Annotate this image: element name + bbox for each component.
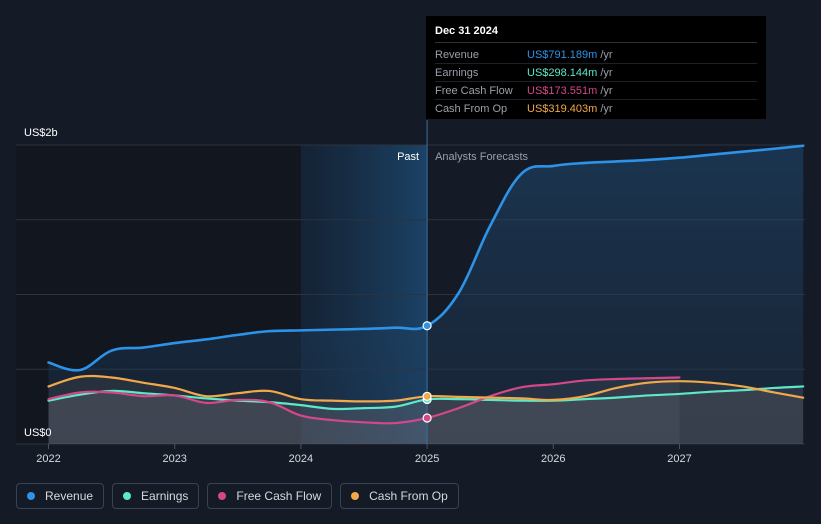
highlight-point-cash-from-op [422,391,432,401]
tooltip-date: Dec 31 2024 [435,25,757,43]
legend-label: Cash From Op [369,489,448,503]
legend-dot-icon [218,492,227,500]
x-tick-label: 2024 [289,453,313,465]
legend-item-cash-from-op[interactable]: Cash From Op [340,483,459,509]
series-area-cash-from-op [48,375,804,444]
tooltip-value: US$791.189m [527,48,598,61]
tooltip-row-earnings: Earnings US$298.144m /yr [435,64,757,82]
x-tick-label: 2025 [415,453,439,465]
tooltip-unit: /yr [600,48,613,61]
legend-label: Earnings [141,489,189,503]
tooltip-unit: /yr [600,66,613,79]
tooltip-label: Revenue [435,48,480,61]
series-area-revenue [48,145,804,444]
x-tick-label: 2023 [162,453,186,465]
chart-legend: Revenue Earnings Free Cash Flow Cash Fro… [16,483,459,511]
x-tick-label: 2026 [541,453,565,465]
series-area-free-cash-flow [48,377,680,444]
tooltip-row-cash-from-op: Cash From Op US$319.403m /yr [435,100,757,117]
past-label: Past [397,151,419,163]
legend-dot-icon [27,492,35,500]
tooltip-label: Free Cash Flow [435,84,513,97]
legend-label: Revenue [45,489,94,503]
tooltip-row-free-cash-flow: Free Cash Flow US$173.551m /yr [435,82,757,100]
legend-dot-icon [123,492,132,500]
tooltip-row-revenue: Revenue US$791.189m /yr [435,46,757,64]
tooltip-unit: /yr [600,102,613,115]
tooltip-label: Cash From Op [435,102,508,115]
tooltip-unit: /yr [600,84,613,97]
tooltip-value: US$298.144m [527,66,598,79]
legend-label: Free Cash Flow [236,489,322,503]
x-tick-label: 2022 [36,453,60,465]
highlight-point-revenue [422,321,432,331]
y-axis-bottom-label: US$0 [24,427,52,439]
forecast-label: Analysts Forecasts [435,151,528,163]
legend-item-earnings[interactable]: Earnings [112,483,200,509]
legend-item-revenue[interactable]: Revenue [16,483,105,509]
series-line-free-cash-flow [47,376,681,425]
y-axis-top-label: US$2b [24,127,58,139]
x-tick-label: 2027 [667,453,691,465]
highlight-point-free-cash-flow [422,413,432,423]
tooltip-label: Earnings [435,66,479,79]
legend-item-free-cash-flow[interactable]: Free Cash Flow [207,483,333,509]
data-tooltip: Dec 31 2024 Revenue US$791.189m /yr Earn… [426,16,766,119]
tooltip-value: US$319.403m [527,102,598,115]
tooltip-value: US$173.551m [527,84,598,97]
legend-dot-icon [351,492,360,500]
financial-line-chart: US$2b US$0 Past Analysts Forecasts 2022 2023 2… [16,120,805,465]
